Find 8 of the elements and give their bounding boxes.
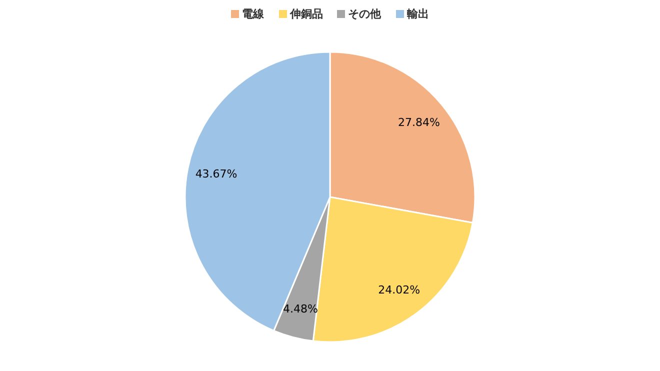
legend-label: 電線 <box>242 8 265 20</box>
legend-label: 輸出 <box>406 8 429 20</box>
legend-label: 伸銅品 <box>289 8 323 20</box>
legend-label: その他 <box>348 8 382 20</box>
data-label: 4.48% <box>283 302 318 316</box>
data-label: 27.84% <box>398 116 440 130</box>
data-label: 24.02% <box>378 284 420 297</box>
data-label: 43.67% <box>195 168 238 181</box>
